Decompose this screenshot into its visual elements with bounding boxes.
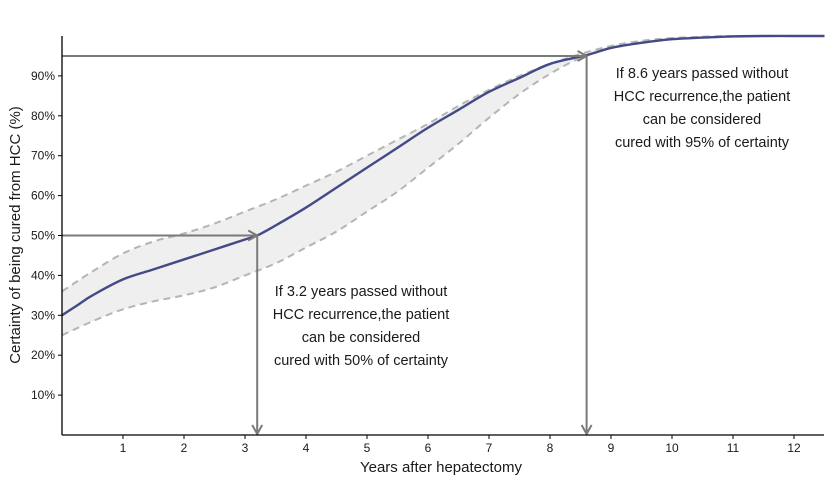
annotation-2-line: can be considered xyxy=(643,112,762,128)
y-tick-label: 60% xyxy=(31,189,55,203)
annotation-2-line: cured with 95% of certainty xyxy=(615,135,790,151)
x-tick-label: 1 xyxy=(120,441,127,455)
x-tick-label: 6 xyxy=(425,441,432,455)
annotation-1-line: cured with 50% of certainty xyxy=(274,353,449,369)
x-tick-label: 12 xyxy=(787,441,801,455)
confidence-band xyxy=(62,35,825,336)
y-tick-label: 20% xyxy=(31,348,55,362)
x-tick-label: 3 xyxy=(242,441,249,455)
upper-bound-line xyxy=(61,34,825,293)
y-tick-label: 50% xyxy=(31,229,55,243)
y-tick-label: 30% xyxy=(31,308,55,322)
lower-bound-line xyxy=(61,34,825,337)
annotation-1-line: can be considered xyxy=(302,330,421,346)
y-tick-label: 90% xyxy=(31,69,55,83)
series-layer xyxy=(61,34,825,337)
y-tick-label: 10% xyxy=(31,388,55,402)
x-tick-label: 2 xyxy=(181,441,188,455)
guide-lines-layer xyxy=(62,50,593,437)
x-tick-label: 4 xyxy=(303,441,310,455)
estimate-line xyxy=(61,34,825,317)
guide-arrow-down-2 xyxy=(580,424,593,437)
x-tick-label: 11 xyxy=(727,441,740,455)
confidence-band-layer xyxy=(62,35,825,336)
x-tick-label: 9 xyxy=(608,441,615,455)
annotation-1-line: HCC recurrence,the patient xyxy=(273,307,450,323)
guide-arrow-down-1 xyxy=(251,424,264,437)
x-tick-label: 10 xyxy=(665,441,679,455)
x-tick-label: 5 xyxy=(364,441,371,455)
x-axis-title: Years after hepatectomy xyxy=(360,459,523,476)
y-tick-label: 70% xyxy=(31,149,55,163)
y-tick-label: 80% xyxy=(31,109,55,123)
annotation-2-line: If 8.6 years passed without xyxy=(616,66,789,82)
annotations-layer: If 3.2 years passed without HCC recurrenc… xyxy=(273,66,791,369)
x-tick-label: 8 xyxy=(547,441,554,455)
ticks-layer: 1 2 3 4 5 6 7 8 9 10 11 1210%20%30%40%50%60%70%80%9… xyxy=(31,69,801,455)
x-tick-label: 7 xyxy=(486,441,493,455)
y-tick-label: 40% xyxy=(31,268,55,282)
y-axis-title: Certainty of being cured from HCC (%) xyxy=(7,106,24,364)
annotation-1-line: If 3.2 years passed without xyxy=(275,284,448,300)
annotation-2-line: HCC recurrence,the patient xyxy=(614,89,791,105)
